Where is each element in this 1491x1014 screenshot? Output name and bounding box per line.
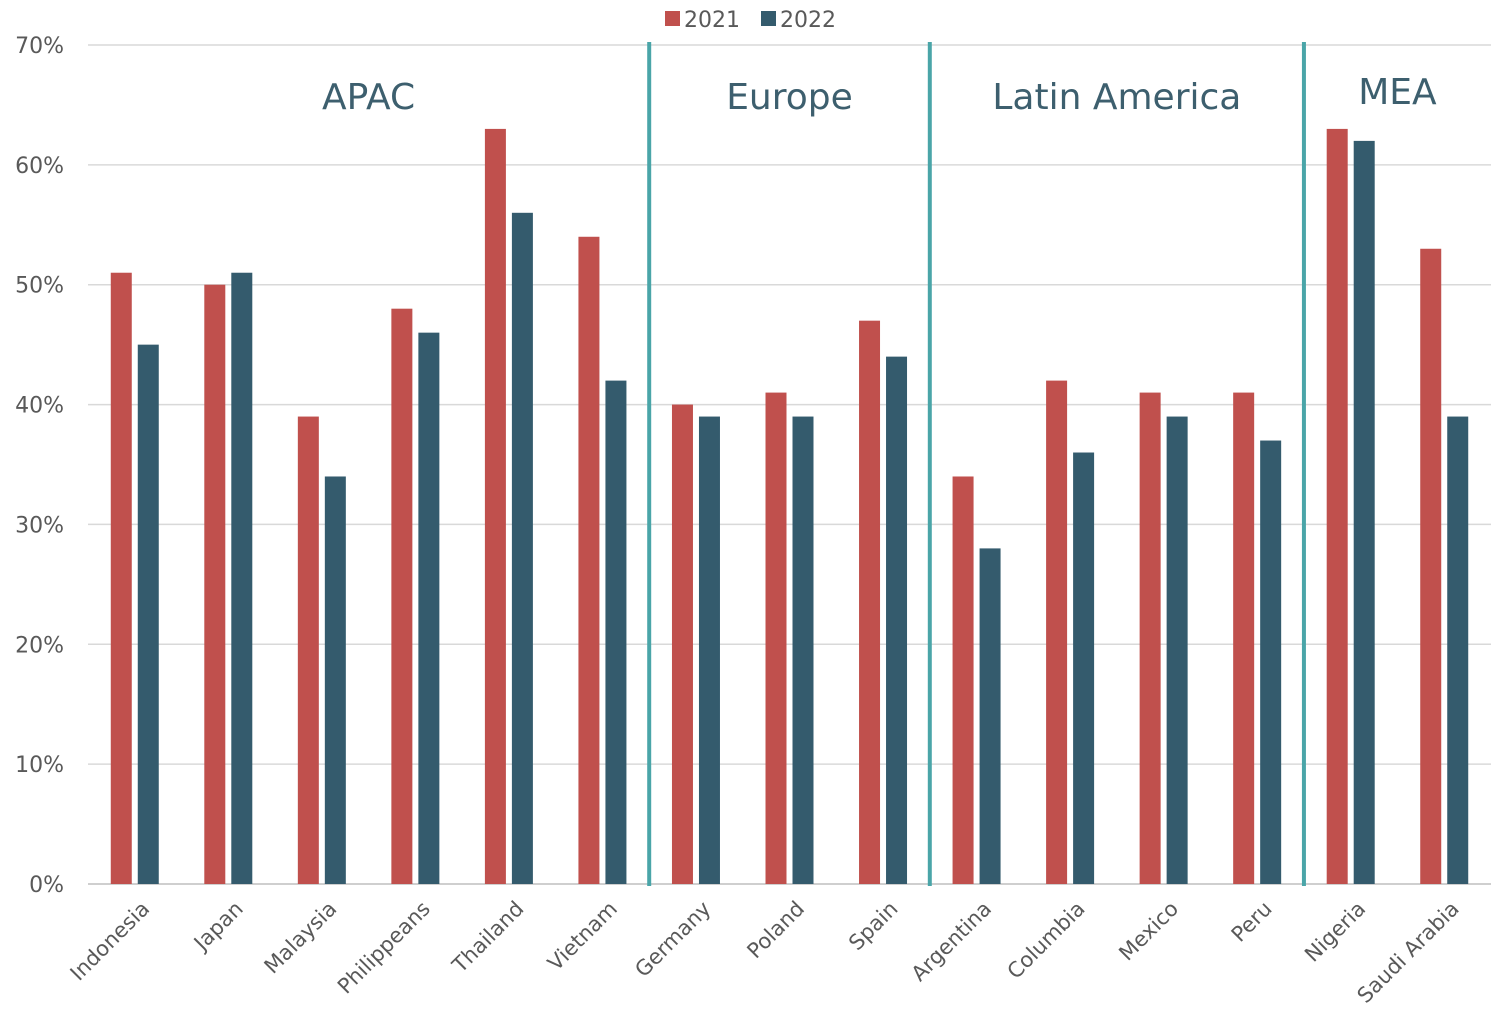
x-tick-label: Philippeans: [333, 897, 435, 999]
x-tick-label: Argentina: [907, 897, 996, 986]
y-tick-label: 70%: [15, 34, 64, 59]
bar-2021-nigeria: [1326, 128, 1348, 884]
bar-2022-philippeans: [418, 332, 440, 885]
bar-2021-thailand: [484, 128, 506, 884]
bar-2021-peru: [1233, 392, 1255, 884]
bar-2021-spain: [859, 320, 881, 885]
x-tick-label: Spain: [844, 897, 902, 955]
region-label: Europe: [726, 77, 853, 118]
bar-2021-poland: [765, 392, 787, 884]
y-tick-label: 20%: [15, 633, 64, 658]
x-tick-label: Indonesia: [66, 897, 155, 986]
bar-2022-germany: [698, 416, 720, 884]
x-tick-label: Thailand: [447, 897, 528, 978]
bar-2022-japan: [231, 272, 253, 884]
bar-2021-saudi-arabia: [1420, 248, 1442, 884]
legend-swatch: [761, 11, 776, 26]
y-axis-ticks: 0% 10% 20% 30% 40% 50% 60% 70%: [15, 34, 64, 898]
region-dividers: [647, 42, 1306, 886]
x-tick-label: Malaysia: [260, 897, 342, 979]
x-tick-label: Mexico: [1114, 897, 1183, 966]
x-tick-label: Vietnam: [543, 897, 622, 976]
bar-2022-nigeria: [1353, 140, 1375, 884]
y-tick-label: 10%: [15, 753, 64, 778]
bar-2021-argentina: [952, 476, 974, 884]
y-tick-label: 50%: [15, 274, 64, 299]
y-tick-label: 40%: [15, 394, 64, 419]
bar-2021-columbia: [1046, 380, 1068, 884]
bar-2022-vietnam: [605, 380, 627, 884]
gridlines: [88, 44, 1491, 885]
region-label: APAC: [322, 77, 415, 118]
x-tick-label: Japan: [188, 897, 248, 957]
bar-2021-philippeans: [391, 308, 413, 885]
bar-2021-indonesia: [110, 272, 132, 884]
bar-2021-germany: [671, 404, 693, 884]
x-tick-label: Peru: [1227, 897, 1277, 947]
x-tick-label: Columbia: [1003, 897, 1090, 984]
bar-2021-vietnam: [578, 236, 600, 884]
x-tick-label: Germany: [630, 897, 715, 982]
bar-2022-columbia: [1073, 452, 1095, 884]
legend-label: 2022: [780, 8, 836, 33]
bars: [110, 128, 1469, 885]
bar-2022-thailand: [511, 212, 533, 885]
region-label: Latin America: [992, 77, 1241, 118]
legend-label: 2021: [684, 8, 740, 33]
bar-2022-saudi-arabia: [1447, 416, 1469, 884]
region-labels: APAC Europe Latin America MEA: [322, 72, 1437, 118]
y-tick-label: 0%: [29, 873, 64, 898]
bar-2022-malaysia: [324, 476, 346, 884]
bar-2021-mexico: [1139, 392, 1161, 884]
bar-2021-japan: [204, 284, 226, 884]
x-tick-label: Poland: [742, 897, 809, 964]
bar-2022-poland: [792, 416, 814, 884]
bar-2022-indonesia: [137, 344, 159, 885]
bar-2021-malaysia: [297, 416, 319, 884]
legend: 2021 2022: [665, 8, 836, 33]
y-tick-label: 30%: [15, 513, 64, 538]
x-tick-label: Nigeria: [1300, 897, 1370, 967]
y-tick-label: 60%: [15, 154, 64, 179]
bar-2022-peru: [1260, 440, 1282, 884]
bar-2022-argentina: [979, 548, 1001, 884]
legend-swatch: [665, 11, 680, 26]
bar-2022-mexico: [1166, 416, 1188, 884]
bar-2022-spain: [886, 356, 908, 885]
region-label: MEA: [1358, 72, 1437, 113]
